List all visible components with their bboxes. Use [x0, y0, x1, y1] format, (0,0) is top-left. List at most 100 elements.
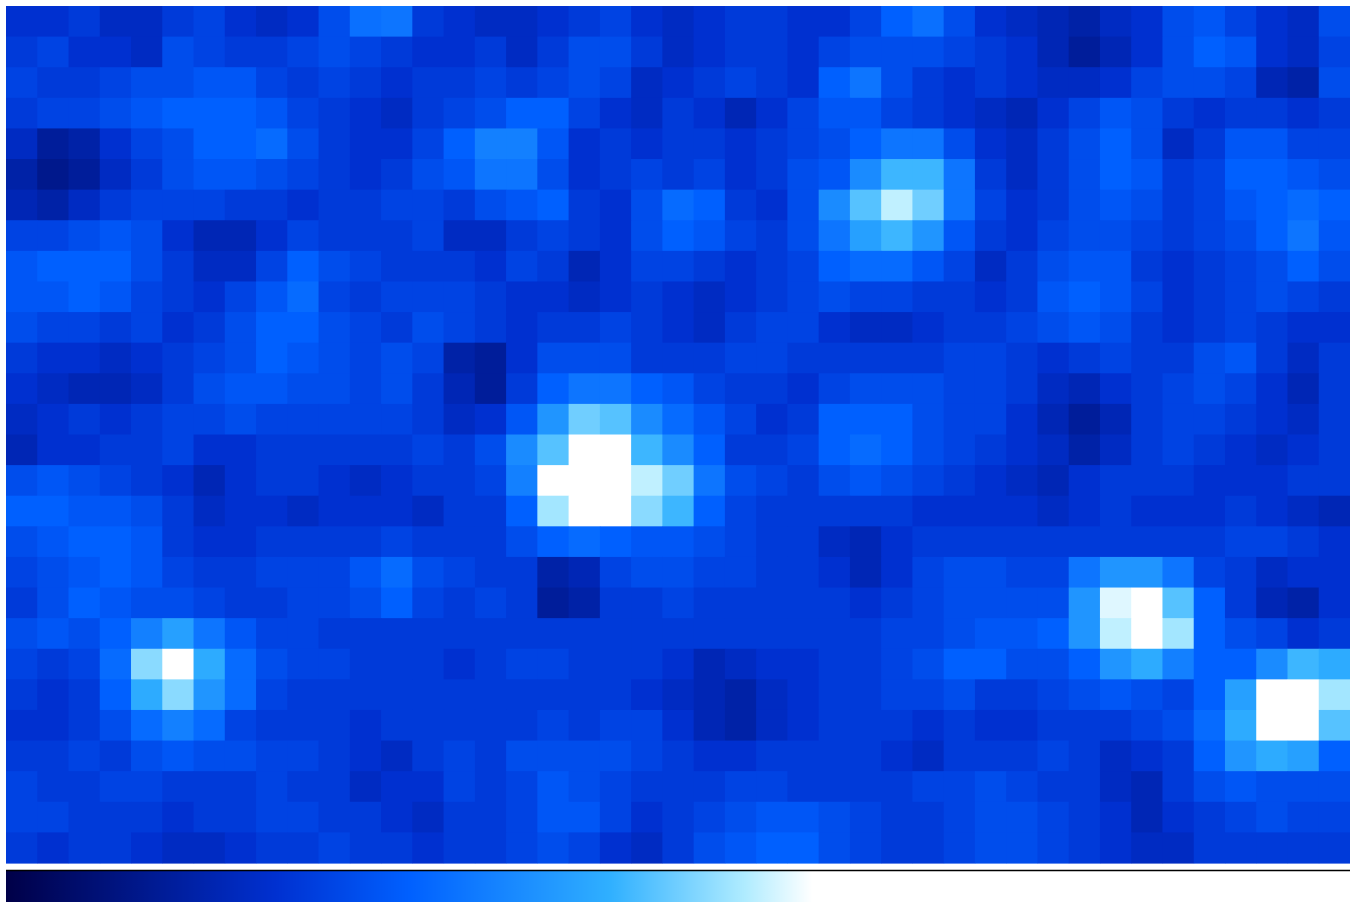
heatmap-cell	[1069, 557, 1101, 588]
heatmap-cell	[194, 159, 226, 190]
heatmap-cell	[569, 741, 601, 772]
heatmap-cell	[1006, 37, 1038, 68]
heatmap-cell	[1287, 802, 1319, 833]
heatmap-cell	[69, 526, 101, 557]
heatmap-cell	[412, 128, 444, 159]
heatmap-cell	[912, 526, 944, 557]
heatmap-cell	[662, 159, 694, 190]
heatmap-cell	[1256, 312, 1288, 343]
heatmap-cell	[662, 465, 694, 496]
heatmap-cell	[631, 6, 663, 37]
heatmap-cell	[1287, 67, 1319, 98]
heatmap-cell	[1037, 710, 1069, 741]
heatmap-cell	[694, 832, 726, 863]
heatmap-cell	[850, 281, 882, 312]
heatmap-cell	[694, 435, 726, 466]
heatmap-cell	[850, 557, 882, 588]
heatmap-cell	[350, 220, 382, 251]
heatmap-cell	[256, 649, 288, 680]
heatmap-cell	[37, 404, 69, 435]
heatmap-cell	[475, 618, 507, 649]
heatmap-cell	[350, 649, 382, 680]
heatmap-cell	[1256, 343, 1288, 374]
heatmap-cell	[6, 98, 38, 129]
heatmap-cell	[1319, 6, 1350, 37]
heatmap-cell	[944, 98, 976, 129]
heatmap-cell	[850, 802, 882, 833]
heatmap-cell	[6, 220, 38, 251]
heatmap-cell	[694, 771, 726, 802]
heatmap-cell	[725, 741, 757, 772]
heatmap-cell	[506, 710, 538, 741]
heatmap-cell	[475, 373, 507, 404]
heatmap-cell	[1225, 251, 1257, 282]
heatmap-cell	[69, 710, 101, 741]
heatmap-cell	[100, 618, 132, 649]
heatmap-cell	[1131, 588, 1163, 619]
heatmap-cell	[1287, 649, 1319, 680]
heatmap-cell	[1225, 588, 1257, 619]
heatmap-cell	[787, 343, 819, 374]
heatmap-cell	[1194, 281, 1226, 312]
heatmap-cell	[537, 190, 569, 221]
heatmap-cell	[162, 618, 194, 649]
heatmap-cell	[1037, 741, 1069, 772]
heatmap-cell	[569, 128, 601, 159]
heatmap-cell	[381, 343, 413, 374]
heatmap-cell	[37, 771, 69, 802]
heatmap-cell	[787, 404, 819, 435]
heatmap-cell	[256, 771, 288, 802]
heatmap-cell	[694, 404, 726, 435]
heatmap-cell	[725, 526, 757, 557]
heatmap-cell	[912, 802, 944, 833]
heatmap-cell	[881, 281, 913, 312]
heatmap-cell	[1225, 465, 1257, 496]
heatmap-cell	[881, 771, 913, 802]
heatmap-cell	[537, 404, 569, 435]
heatmap-cell	[1131, 128, 1163, 159]
heatmap-cell	[475, 526, 507, 557]
heatmap-cell	[694, 373, 726, 404]
heatmap-cell	[1319, 190, 1350, 221]
heatmap-cell	[225, 649, 257, 680]
heatmap-cell	[600, 435, 632, 466]
heatmap-cell	[1319, 67, 1350, 98]
heatmap-cell	[694, 128, 726, 159]
heatmap-cell	[475, 128, 507, 159]
heatmap-cell	[194, 679, 226, 710]
heatmap-cell	[100, 128, 132, 159]
heatmap-cell	[475, 649, 507, 680]
heatmap-cell	[444, 159, 476, 190]
heatmap-cell	[662, 588, 694, 619]
heatmap-cell	[131, 496, 163, 527]
heatmap-cell	[944, 404, 976, 435]
heatmap-cell	[569, 496, 601, 527]
heatmap-cell	[37, 465, 69, 496]
heatmap-cell	[662, 128, 694, 159]
heatmap-cell	[225, 190, 257, 221]
heatmap-cell	[444, 649, 476, 680]
heatmap-cell	[537, 281, 569, 312]
heatmap-cell	[1131, 159, 1163, 190]
heatmap-cell	[287, 67, 319, 98]
heatmap-cell	[881, 343, 913, 374]
heatmap-cell	[194, 67, 226, 98]
heatmap-cell	[1319, 679, 1350, 710]
heatmap-cell	[944, 741, 976, 772]
heatmap-cell	[444, 312, 476, 343]
heatmap-cell	[631, 128, 663, 159]
heatmap-cell	[256, 557, 288, 588]
heatmap-cell	[569, 251, 601, 282]
heatmap-cell	[944, 465, 976, 496]
heatmap-cell	[1256, 373, 1288, 404]
heatmap-cell	[725, 710, 757, 741]
heatmap-cell	[225, 496, 257, 527]
heatmap-cell	[912, 832, 944, 863]
heatmap-cell	[131, 128, 163, 159]
heatmap-cell	[1194, 557, 1226, 588]
heatmap-cell	[162, 281, 194, 312]
heatmap-cell	[850, 220, 882, 251]
chart	[0, 0, 1350, 904]
heatmap-cell	[631, 710, 663, 741]
heatmap-cell	[1287, 465, 1319, 496]
